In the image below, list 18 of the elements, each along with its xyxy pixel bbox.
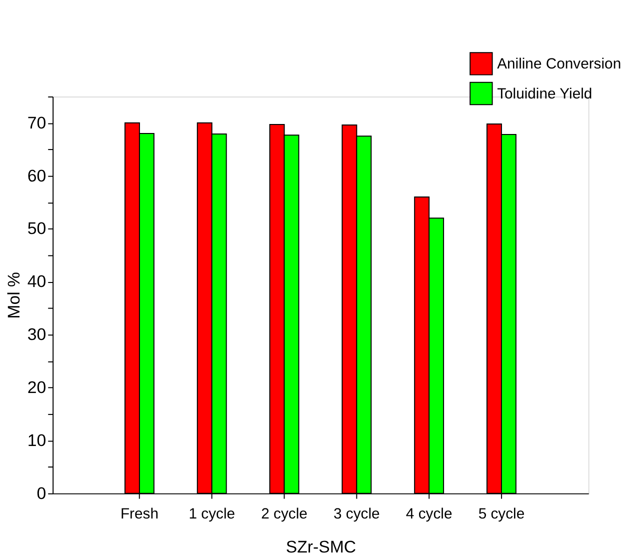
y-tick-label: 60: [27, 166, 46, 186]
y-tick-label: 0: [36, 484, 46, 503]
y-tick-label: 20: [27, 378, 46, 397]
y-tick-label: 70: [27, 113, 46, 132]
x-tick-label: Fresh: [120, 506, 158, 523]
x-tick-label: 4 cycle: [406, 506, 452, 523]
legend-label: Aniline Conversion: [497, 56, 622, 73]
legend-label: Toluidine Yield: [497, 86, 592, 102]
x-tick-label: 5 cycle: [478, 506, 525, 523]
y-tick-label: 50: [27, 219, 46, 238]
y-axis-title: Mol %: [4, 272, 24, 319]
x-axis-title: SZr-SMC: [286, 537, 356, 556]
x-tick-label: 1 cycle: [188, 506, 236, 523]
y-tick-label: 40: [27, 272, 46, 292]
y-tick-label: 30: [27, 325, 46, 344]
y-tick-label: 10: [27, 430, 46, 450]
x-tick-label: 3 cycle: [334, 506, 380, 523]
x-tick-label: 2 cycle: [261, 506, 308, 523]
